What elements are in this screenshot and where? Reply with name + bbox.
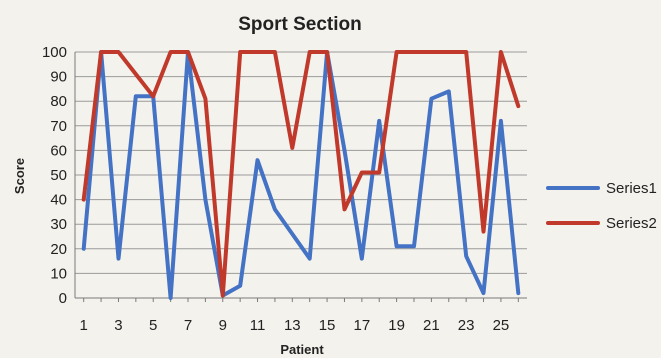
x-tick-label: 19 <box>388 317 405 334</box>
series-line-1 <box>81 50 521 300</box>
x-tick-label: 21 <box>423 317 440 334</box>
y-tick-label: 30 <box>50 216 67 233</box>
legend-label: Series1 <box>606 180 657 197</box>
x-tick-label: 5 <box>149 317 157 334</box>
series-lines <box>81 50 521 300</box>
y-tick-label: 80 <box>50 93 67 110</box>
x-axis-label: Patient <box>280 342 324 357</box>
x-tick-labels: 1 3 5 7 9 11 13 15 17 19 21 23 25 <box>80 317 510 334</box>
x-tick-label: 23 <box>458 317 475 334</box>
x-tick-label: 17 <box>354 317 371 334</box>
x-tick-label: 13 <box>284 317 301 334</box>
axes <box>74 52 527 302</box>
x-tick-label: 11 <box>250 317 266 334</box>
y-tick-label: 70 <box>50 118 67 135</box>
y-tick-label: 20 <box>50 241 67 258</box>
y-tick-label: 90 <box>50 69 67 86</box>
y-tick-labels: 0 10 20 30 40 50 60 70 80 90 100 <box>42 44 67 307</box>
legend: Series1 Series2 <box>546 180 657 232</box>
y-tick-label: 10 <box>50 265 67 282</box>
chart-title: Sport Section <box>238 14 362 35</box>
y-axis-label: Score <box>12 158 27 194</box>
series-line-2 <box>81 50 521 298</box>
y-tick-label: 0 <box>59 290 67 307</box>
y-tick-label: 40 <box>50 192 67 209</box>
x-tick-label: 1 <box>80 317 88 334</box>
y-tick-label: 60 <box>50 142 67 159</box>
x-tick-label: 3 <box>114 317 122 334</box>
y-tick-label: 100 <box>42 44 67 61</box>
x-tick-label: 7 <box>184 317 192 334</box>
x-tick-label: 15 <box>319 317 336 334</box>
legend-label: Series2 <box>606 215 657 232</box>
x-tick-label: 25 <box>493 317 510 334</box>
x-tick-label: 9 <box>219 317 227 334</box>
y-tick-label: 50 <box>50 167 67 184</box>
